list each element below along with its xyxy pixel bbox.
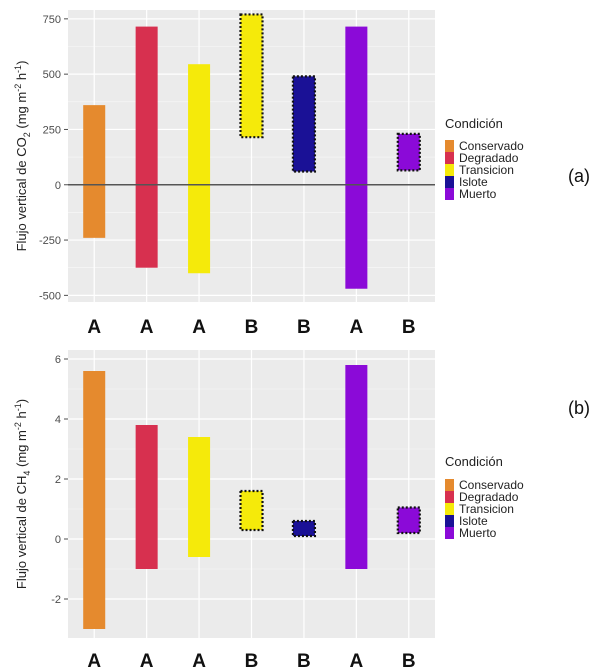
legend-swatch-muerto [445,527,454,539]
legend-swatch-islote [445,515,454,527]
y-tick-label: 750 [43,14,61,26]
legend-swatch-islote [445,176,454,188]
legend-label: Muerto [459,526,497,540]
y-axis-title-part: 2 [22,132,32,137]
y-tick-label: 2 [55,474,61,486]
legend-label: Transicion [459,502,514,516]
legend-label: Islote [459,514,488,528]
x-group-label: A [87,317,101,338]
legend-swatch-muerto [445,188,454,200]
y-tick-label: 0 [55,534,61,546]
panel-label: (a) [568,166,590,186]
y-axis-title-part: h [14,411,29,422]
bar-muerto [345,26,368,289]
x-group-label: B [402,317,416,338]
y-axis-title: Flujo vertical de CO2 (mg m-2 h-1) [13,61,32,252]
legend-label: Degradado [459,151,519,165]
y-axis-title-part: (mg m [14,92,29,132]
y-axis-title: Flujo vertical de CH4 (mg m-2 h-1) [13,399,32,589]
bar-degradado [135,425,158,569]
y-axis-title-part: Flujo vertical de CO [14,137,29,251]
y-axis-title-part: ) [14,61,29,65]
y-axis-title-part: h [14,73,29,84]
x-group-label: B [402,651,416,671]
y-axis-title-part: 4 [22,471,32,476]
legend-label: Transicion [459,163,514,177]
bar-islote [291,519,317,538]
x-group-label: B [297,651,311,671]
y-tick-label: 6 [55,354,61,366]
bar-transicion [239,489,264,532]
y-tick-label: 0 [55,180,61,192]
bar-transicion [188,437,211,557]
panel-label: (b) [568,398,590,418]
y-tick-label: -500 [39,290,61,302]
bar-transicion [188,64,211,274]
legend-label: Muerto [459,187,497,201]
legend-title: Condición [445,454,503,469]
legend-swatch-conservado [445,140,454,152]
bar-conservado [83,105,106,238]
x-group-label: B [245,317,259,338]
y-axis-title-part: -2 [13,84,23,92]
y-tick-label: 500 [43,69,61,81]
bar-islote [291,75,317,173]
bar-conservado [83,371,106,629]
x-group-label: B [297,317,311,338]
legend-label: Conservado [459,139,524,153]
legend-swatch-transicion [445,164,454,176]
x-group-label: A [140,317,154,338]
y-axis-title-part: Flujo vertical de CH [14,476,29,589]
bar-muerto [345,365,368,569]
x-group-label: A [192,317,206,338]
x-group-label: A [87,651,101,671]
y-tick-label: -250 [39,235,61,247]
legend-swatch-conservado [445,479,454,491]
x-group-label: A [192,651,206,671]
bar-muerto [396,506,421,535]
y-tick-label: 4 [55,414,61,426]
y-tick-label: 250 [43,124,61,136]
bar-transicion [239,13,264,139]
y-tick-label: -2 [51,594,61,606]
legend-title: Condición [445,116,503,131]
legend-label: Degradado [459,490,519,504]
legend-label: Islote [459,175,488,189]
bar-degradado [135,26,158,268]
bar-muerto [396,132,421,172]
chart-panel-0: -500 -250 0 250 500 750 A A A B B A B Flujo vertical … [13,10,590,338]
legend-label: Conservado [459,478,524,492]
x-group-label: B [245,651,259,671]
x-group-label: A [140,651,154,671]
x-group-label: A [349,651,363,671]
x-group-label: A [349,317,363,338]
y-axis-title-part: -1 [13,65,23,73]
y-axis-title-part: -2 [13,422,23,430]
legend-swatch-transicion [445,503,454,515]
legend-swatch-degradado [445,491,454,503]
legend-swatch-degradado [445,152,454,164]
y-axis-title-part: -1 [13,403,23,411]
y-axis-title-part: (mg m [14,430,29,470]
y-axis-title-part: ) [14,399,29,403]
